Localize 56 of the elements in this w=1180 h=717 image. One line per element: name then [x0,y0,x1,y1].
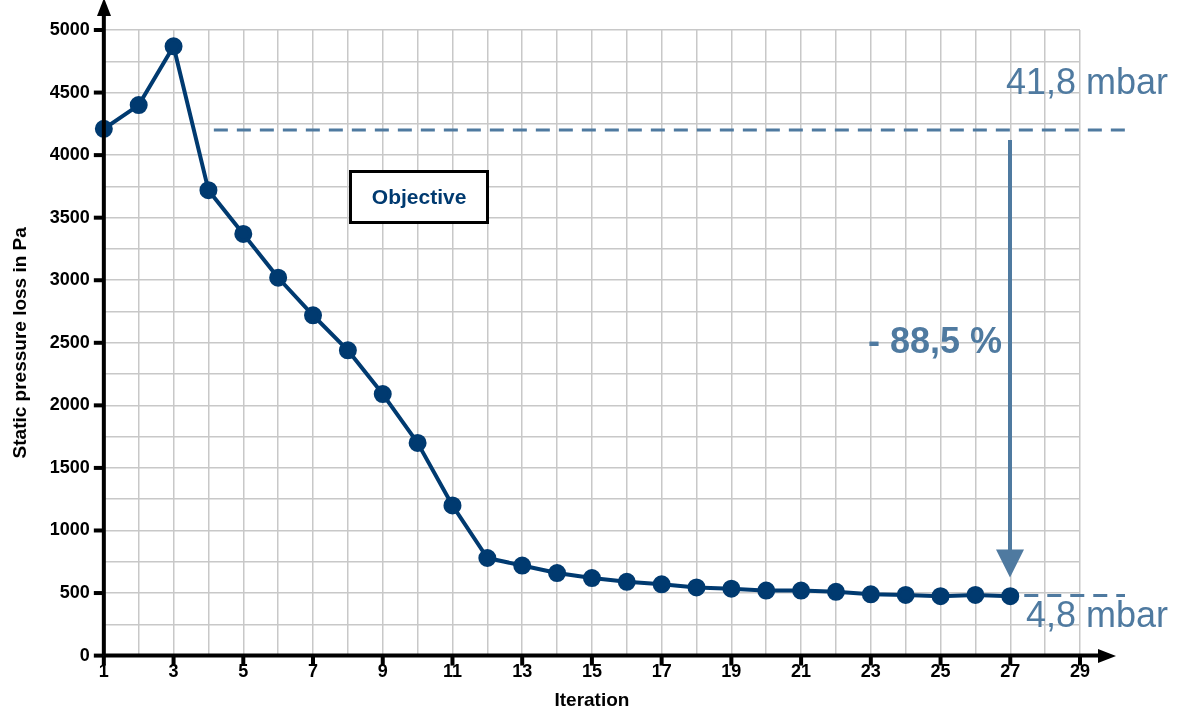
point [1001,587,1020,606]
point [304,306,323,325]
point [617,572,636,591]
annotation: Objective [348,170,490,224]
point [199,181,218,200]
point [164,37,183,56]
point [269,268,288,287]
ref-line-label: 41,8 mbar [1005,61,1169,103]
annotation: - 88,5 % [867,320,1002,362]
x-tick-label: 13 [512,661,533,682]
y-tick-label: 4500 [49,81,90,102]
point [861,585,880,604]
point [443,496,462,515]
x-tick-label: 19 [721,661,742,682]
point [722,579,741,598]
point [478,549,497,568]
x-tick-label: 11 [442,661,462,682]
y-tick-label: 0 [79,644,90,665]
y-tick-label: 1500 [49,456,90,477]
y-tick-label: 2000 [49,394,90,415]
y-tick-label: 500 [59,582,90,603]
point [548,564,567,583]
y-tick-label: 4000 [49,144,90,165]
point [931,587,950,606]
point [513,556,532,575]
y-tick-label: 5000 [49,18,90,39]
x-tick-label: 21 [791,661,812,682]
x-tick-label: 5 [238,661,249,682]
x-tick-label: 3 [168,661,179,682]
y-axis-title: Static pressure loss in Pa [8,226,30,459]
y-tick-label: 2500 [49,331,90,352]
point [582,569,601,588]
x-tick-label: 23 [860,661,881,682]
x-axis-title: Iteration [554,688,630,710]
x-tick-label: 25 [930,661,951,682]
point [408,433,427,452]
point [966,585,985,604]
x-tick-label: 9 [377,661,388,682]
ref-line-label: 4,8 mbar [1025,594,1168,636]
point [373,385,392,404]
point [687,578,706,597]
point [757,581,776,600]
y-tick-label: 3000 [49,269,90,290]
x-tick-label: 17 [651,661,672,682]
y-tick-label: 3500 [49,206,90,227]
point [792,581,811,600]
point [896,585,915,604]
x-tick-label: 15 [581,661,602,682]
x-tick-label: 29 [1069,661,1091,682]
point [234,224,253,243]
x-tick-label: 27 [1000,661,1021,682]
point [826,582,845,601]
point [338,341,357,360]
point [129,96,148,115]
point [652,575,671,594]
y-tick-label: 1000 [49,519,90,540]
